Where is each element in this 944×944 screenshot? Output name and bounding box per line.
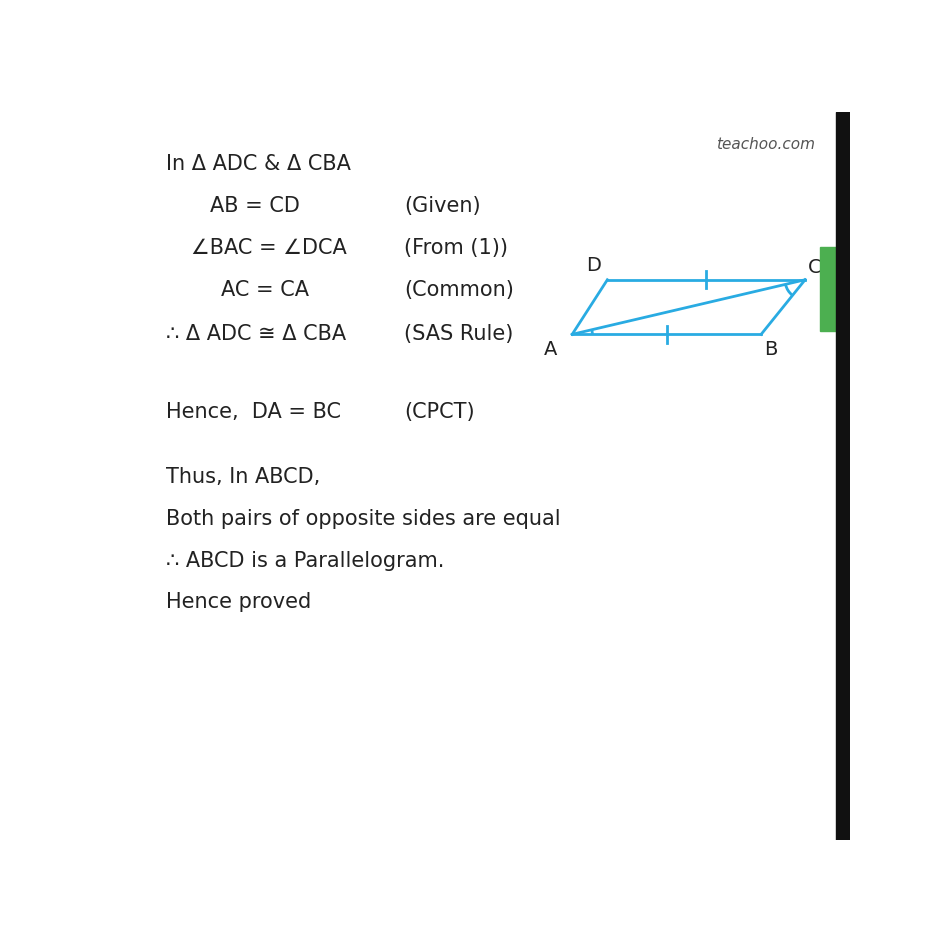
Text: Hence,  DA = BC: Hence, DA = BC (165, 401, 341, 421)
Text: Thus, In ABCD,: Thus, In ABCD, (165, 466, 320, 487)
Text: (SAS Rule): (SAS Rule) (403, 324, 513, 344)
Text: Hence proved: Hence proved (165, 592, 311, 612)
Text: B: B (764, 340, 777, 359)
Text: A: A (544, 340, 557, 359)
Text: ∴ Δ ADC ≅ Δ CBA: ∴ Δ ADC ≅ Δ CBA (165, 324, 346, 344)
Text: AC = CA: AC = CA (220, 280, 309, 300)
Text: (From (1)): (From (1)) (403, 238, 507, 258)
Text: (CPCT): (CPCT) (403, 401, 474, 421)
Text: Both pairs of opposite sides are equal: Both pairs of opposite sides are equal (165, 508, 560, 528)
Text: ∠BAC = ∠DCA: ∠BAC = ∠DCA (191, 238, 346, 258)
Bar (818, 247, 834, 331)
Text: C: C (807, 258, 820, 277)
Text: ∴ ABCD is a Parallelogram.: ∴ ABCD is a Parallelogram. (165, 550, 444, 570)
Text: teachoo.com: teachoo.com (716, 137, 815, 152)
Text: (Given): (Given) (403, 195, 480, 215)
Text: (Common): (Common) (403, 280, 514, 300)
Text: In Δ ADC & Δ CBA: In Δ ADC & Δ CBA (165, 154, 350, 174)
Text: AB = CD: AB = CD (210, 195, 299, 215)
Text: D: D (586, 256, 600, 275)
Bar (834, 113, 850, 840)
